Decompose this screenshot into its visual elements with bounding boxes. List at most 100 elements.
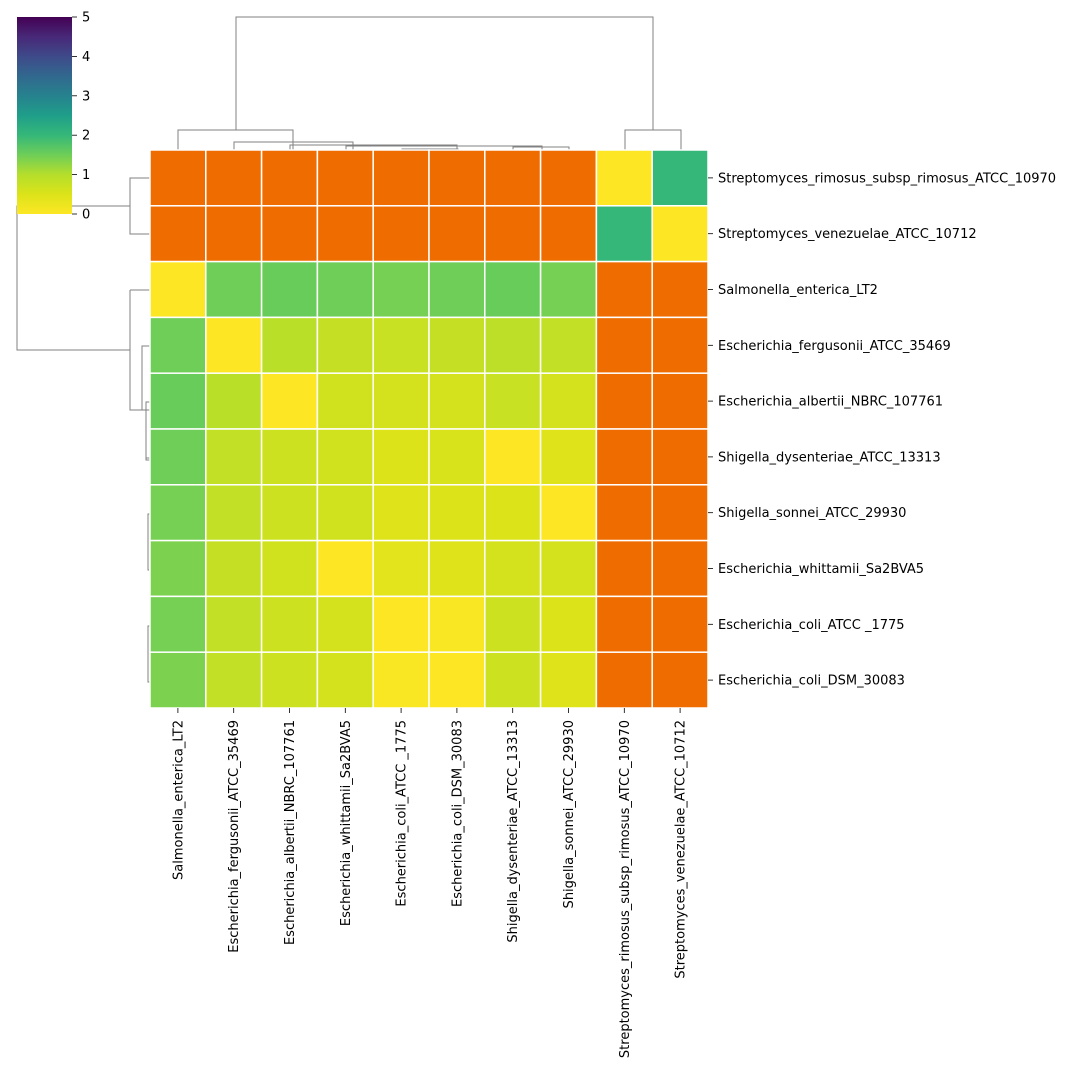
heatmap-cell bbox=[595, 149, 653, 207]
heatmap-cell bbox=[651, 205, 709, 263]
heatmap-cell bbox=[595, 260, 653, 319]
row-label: Escherichia_albertii_NBRC_107761 bbox=[718, 395, 943, 410]
column-dendrogram-branch bbox=[177, 129, 294, 150]
row-labels: Streptomyces_rimosus_subsp_rimosus_ATCC_… bbox=[708, 171, 1056, 689]
heatmap-cell bbox=[539, 428, 598, 486]
colorbar-tick-label: 0 bbox=[82, 208, 90, 223]
heatmap-cell bbox=[372, 149, 430, 207]
heatmap-cell bbox=[260, 149, 319, 207]
row-label: Shigella_dysenteriae_ATCC_13313 bbox=[718, 450, 941, 465]
heatmap-cells bbox=[149, 149, 709, 709]
heatmap-cell bbox=[595, 595, 653, 653]
row-label: Escherichia_coli_DSM_30083 bbox=[718, 674, 905, 689]
column-dendrogram bbox=[177, 16, 682, 150]
heatmap-cell bbox=[260, 205, 319, 263]
heatmap-cell bbox=[428, 205, 486, 263]
heatmap-cell bbox=[205, 316, 263, 374]
row-dendrogram-branch bbox=[147, 625, 150, 683]
row-dendrogram-branch bbox=[129, 177, 150, 235]
heatmap-cell bbox=[539, 316, 598, 374]
heatmap-cell bbox=[260, 484, 319, 542]
row-label: Shigella_sonnei_ATCC_29930 bbox=[718, 506, 906, 521]
column-label: Escherichia_fergusonii_ATCC_35469 bbox=[227, 720, 242, 953]
heatmap-cell bbox=[372, 372, 430, 430]
heatmap-cell bbox=[372, 316, 430, 374]
colorbar-gradient bbox=[17, 17, 72, 214]
heatmap-cell bbox=[260, 539, 319, 598]
colorbar-tick-label: 1 bbox=[82, 168, 90, 183]
heatmap-cell bbox=[316, 149, 374, 207]
heatmap-cell bbox=[595, 651, 653, 709]
heatmap-cell bbox=[651, 149, 709, 207]
heatmap-cell bbox=[428, 651, 486, 709]
heatmap-cell bbox=[205, 595, 263, 653]
heatmap-cell bbox=[260, 372, 319, 430]
heatmap-cell bbox=[149, 149, 207, 207]
heatmap-cell bbox=[316, 651, 374, 709]
heatmap-cell bbox=[651, 372, 709, 430]
heatmap-cell bbox=[260, 595, 319, 653]
column-dendrogram-branch bbox=[512, 146, 570, 150]
heatmap-cell bbox=[372, 484, 430, 542]
column-dendrogram-branch bbox=[624, 129, 682, 150]
colorbar: 0 1 2 3 4 5 bbox=[17, 11, 90, 223]
heatmap-cell bbox=[651, 316, 709, 374]
heatmap-cell bbox=[428, 260, 486, 319]
column-label: Shigella_dysenteriae_ATCC_13313 bbox=[506, 720, 521, 943]
heatmap-cell bbox=[149, 651, 207, 709]
heatmap-cell bbox=[595, 316, 653, 374]
column-label: Shigella_sonnei_ATCC_29930 bbox=[562, 720, 577, 908]
heatmap-cell bbox=[595, 484, 653, 542]
heatmap-cell bbox=[428, 484, 486, 542]
heatmap-cell bbox=[316, 260, 374, 319]
heatmap-cell bbox=[149, 539, 207, 598]
heatmap-cell bbox=[539, 651, 598, 709]
heatmap-cell bbox=[484, 595, 542, 653]
heatmap-cell bbox=[651, 539, 709, 598]
heatmap-cell bbox=[595, 428, 653, 486]
heatmap-cell bbox=[316, 372, 374, 430]
heatmap-cell bbox=[539, 205, 598, 263]
heatmap-cell bbox=[372, 595, 430, 653]
heatmap-cell bbox=[205, 428, 263, 486]
colorbar-tick-label: 5 bbox=[82, 11, 90, 26]
heatmap-cell bbox=[149, 484, 207, 542]
heatmap-cell bbox=[539, 539, 598, 598]
column-dendrogram-branch bbox=[289, 144, 458, 150]
heatmap-cell bbox=[205, 651, 263, 709]
column-label: Streptomyces_rimosus_subsp_rimosus_ATCC_… bbox=[618, 720, 633, 1058]
row-dendrogram bbox=[16, 177, 150, 683]
row-label: Salmonella_enterica_LT2 bbox=[718, 283, 878, 298]
heatmap-cell bbox=[205, 539, 263, 598]
heatmap-cell bbox=[651, 484, 709, 542]
heatmap-cell bbox=[372, 428, 430, 486]
heatmap-cell bbox=[651, 595, 709, 653]
heatmap-cell bbox=[539, 372, 598, 430]
heatmap-cell bbox=[428, 149, 486, 207]
heatmap-cell bbox=[205, 260, 263, 319]
column-dendrogram-branch bbox=[235, 16, 654, 130]
row-label: Escherichia_fergusonii_ATCC_35469 bbox=[718, 339, 951, 354]
row-label: Escherichia_coli_ATCC _1775 bbox=[718, 618, 905, 633]
heatmap-cell bbox=[260, 316, 319, 374]
column-label: Escherichia_whittamii_Sa2BVA5 bbox=[339, 720, 354, 926]
heatmap-cell bbox=[149, 205, 207, 263]
column-label: Escherichia_coli_ATCC _1775 bbox=[395, 720, 410, 907]
heatmap-cell bbox=[372, 260, 430, 319]
heatmap-cell bbox=[372, 651, 430, 709]
heatmap-cell bbox=[484, 372, 542, 430]
heatmap-cell bbox=[260, 428, 319, 486]
heatmap-cell bbox=[149, 372, 207, 430]
heatmap-cell bbox=[316, 595, 374, 653]
heatmap-cell bbox=[539, 595, 598, 653]
colorbar-tick-label: 2 bbox=[82, 129, 90, 144]
heatmap-cell bbox=[539, 149, 598, 207]
heatmap-cell bbox=[428, 316, 486, 374]
heatmap-cell bbox=[316, 205, 374, 263]
heatmap-cell bbox=[595, 539, 653, 598]
heatmap-cell bbox=[205, 484, 263, 542]
column-dendrogram-branch bbox=[345, 145, 543, 150]
heatmap-cell bbox=[484, 539, 542, 598]
row-dendrogram-branch bbox=[147, 513, 150, 571]
